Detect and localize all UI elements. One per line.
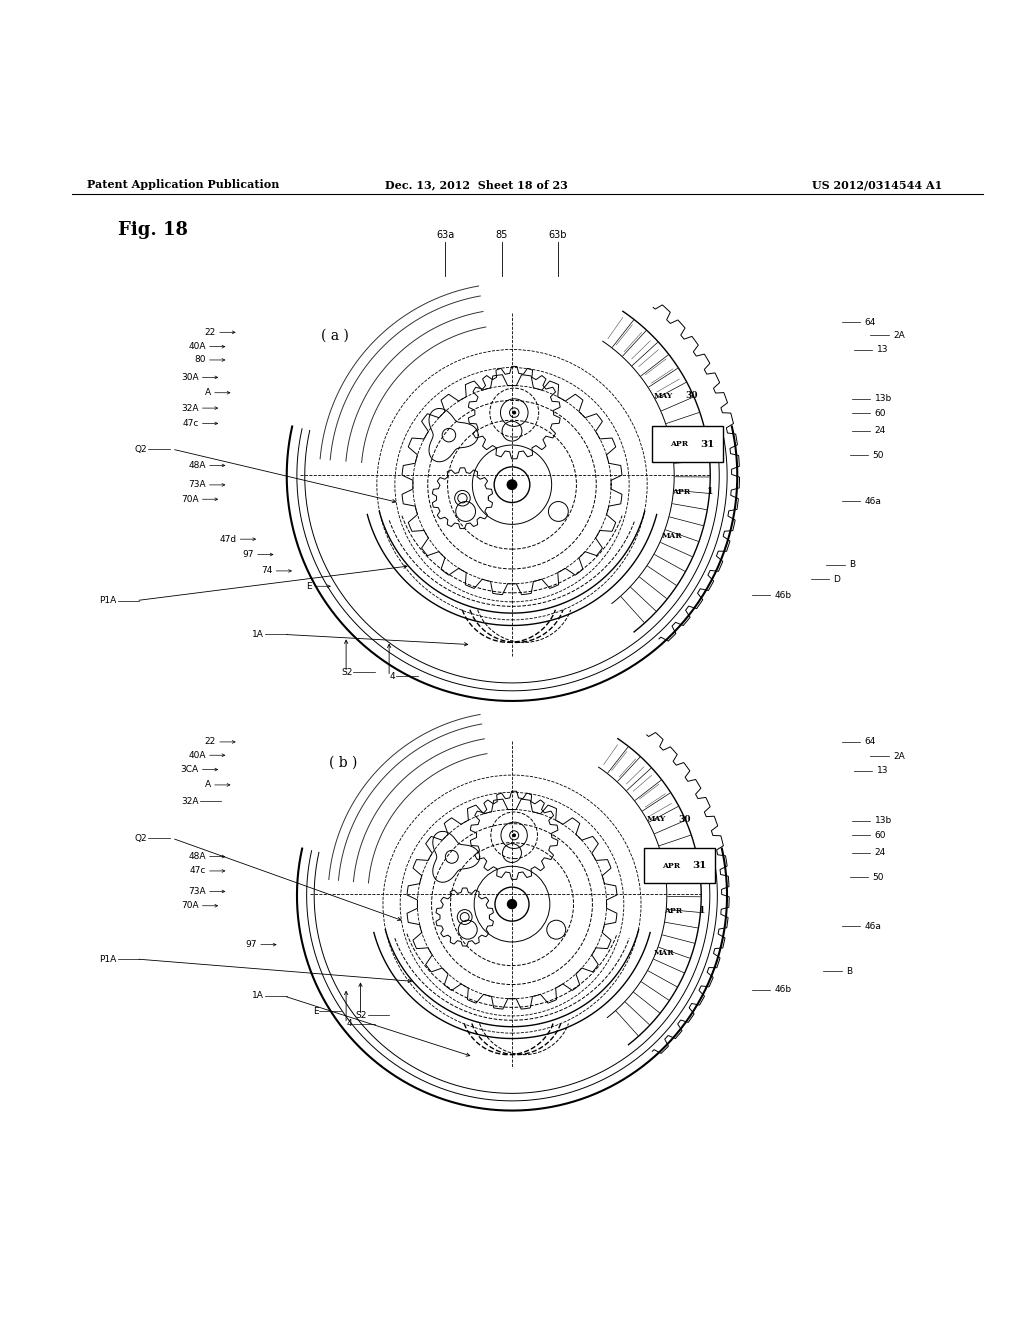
Text: 24: 24 bbox=[874, 847, 886, 857]
Text: 1A: 1A bbox=[252, 991, 264, 1001]
Text: ( a ): ( a ) bbox=[321, 329, 348, 343]
Text: 2A: 2A bbox=[893, 752, 904, 760]
Text: 32A: 32A bbox=[181, 404, 199, 413]
Text: D: D bbox=[834, 574, 841, 583]
Circle shape bbox=[512, 411, 516, 414]
Text: 70A: 70A bbox=[181, 902, 199, 911]
FancyBboxPatch shape bbox=[651, 426, 723, 462]
Text: 50: 50 bbox=[872, 450, 884, 459]
Text: 80: 80 bbox=[195, 355, 206, 364]
Circle shape bbox=[507, 479, 517, 490]
Text: 47c: 47c bbox=[182, 418, 199, 428]
Text: 13: 13 bbox=[877, 766, 888, 775]
Text: 73A: 73A bbox=[188, 887, 206, 896]
Text: MAR: MAR bbox=[662, 532, 682, 540]
Text: 70A: 70A bbox=[181, 495, 199, 504]
Text: P1A: P1A bbox=[99, 954, 117, 964]
Text: US 2012/0314544 A1: US 2012/0314544 A1 bbox=[812, 180, 942, 190]
Text: 2A: 2A bbox=[893, 331, 904, 339]
Text: 63b: 63b bbox=[549, 230, 567, 240]
Text: E: E bbox=[313, 1007, 318, 1015]
Text: P1A: P1A bbox=[99, 597, 117, 605]
Text: B: B bbox=[846, 966, 852, 975]
Text: 1A: 1A bbox=[252, 630, 264, 639]
Text: MAY: MAY bbox=[646, 816, 666, 824]
Text: 46b: 46b bbox=[774, 591, 792, 601]
Text: 4: 4 bbox=[390, 672, 395, 681]
Text: 85: 85 bbox=[496, 230, 508, 240]
Text: 48A: 48A bbox=[188, 853, 206, 861]
Text: Patent Application Publication: Patent Application Publication bbox=[87, 180, 280, 190]
Text: MAR: MAR bbox=[653, 949, 674, 957]
Text: 24: 24 bbox=[874, 426, 886, 436]
Text: 46b: 46b bbox=[774, 985, 792, 994]
Text: 73A: 73A bbox=[188, 480, 206, 490]
Text: ( b ): ( b ) bbox=[330, 755, 357, 770]
Text: 3CA: 3CA bbox=[180, 766, 199, 774]
Text: MAY: MAY bbox=[653, 392, 673, 400]
Circle shape bbox=[512, 833, 516, 837]
Text: 47c: 47c bbox=[189, 866, 206, 875]
Text: APR: APR bbox=[663, 862, 680, 870]
Text: 40A: 40A bbox=[188, 342, 206, 351]
Text: Fig. 18: Fig. 18 bbox=[118, 220, 187, 239]
Text: 74: 74 bbox=[261, 566, 272, 576]
Text: 47d: 47d bbox=[219, 535, 237, 544]
Text: 64: 64 bbox=[864, 318, 876, 326]
Text: 1: 1 bbox=[707, 487, 713, 496]
Text: 30: 30 bbox=[686, 391, 698, 400]
Text: 46a: 46a bbox=[864, 496, 881, 506]
Text: 46a: 46a bbox=[864, 921, 881, 931]
Text: 40A: 40A bbox=[188, 751, 206, 760]
Text: 30A: 30A bbox=[181, 372, 199, 381]
Text: 97: 97 bbox=[246, 940, 257, 949]
Text: APR: APR bbox=[672, 488, 690, 496]
Text: 97: 97 bbox=[243, 550, 254, 560]
Text: S2: S2 bbox=[341, 668, 352, 677]
Text: A: A bbox=[205, 388, 211, 397]
Text: APR: APR bbox=[664, 907, 682, 915]
Text: 1: 1 bbox=[698, 907, 705, 916]
Text: APR: APR bbox=[670, 441, 688, 449]
Text: Dec. 13, 2012  Sheet 18 of 23: Dec. 13, 2012 Sheet 18 of 23 bbox=[385, 180, 567, 190]
Text: E: E bbox=[306, 582, 311, 591]
Text: 60: 60 bbox=[874, 830, 886, 840]
Text: 50: 50 bbox=[872, 873, 884, 882]
Text: 63a: 63a bbox=[436, 230, 455, 240]
Text: B: B bbox=[849, 560, 855, 569]
Text: 13b: 13b bbox=[874, 816, 892, 825]
Text: A: A bbox=[205, 780, 211, 789]
Text: 22: 22 bbox=[205, 327, 216, 337]
Text: 64: 64 bbox=[864, 738, 876, 746]
Text: 48A: 48A bbox=[188, 461, 206, 470]
Text: Q2: Q2 bbox=[135, 834, 147, 842]
Text: 31: 31 bbox=[700, 440, 715, 449]
Text: 4: 4 bbox=[347, 1019, 352, 1028]
Text: 13: 13 bbox=[877, 346, 888, 354]
Text: 30: 30 bbox=[678, 814, 691, 824]
Text: Q2: Q2 bbox=[135, 445, 147, 454]
Text: 13b: 13b bbox=[874, 395, 892, 404]
Text: 60: 60 bbox=[874, 409, 886, 417]
Text: 22: 22 bbox=[205, 738, 216, 746]
Text: 32A: 32A bbox=[181, 797, 199, 805]
Text: 31: 31 bbox=[692, 861, 707, 870]
Text: S2: S2 bbox=[355, 1011, 367, 1020]
FancyBboxPatch shape bbox=[643, 847, 715, 883]
Circle shape bbox=[507, 899, 517, 909]
